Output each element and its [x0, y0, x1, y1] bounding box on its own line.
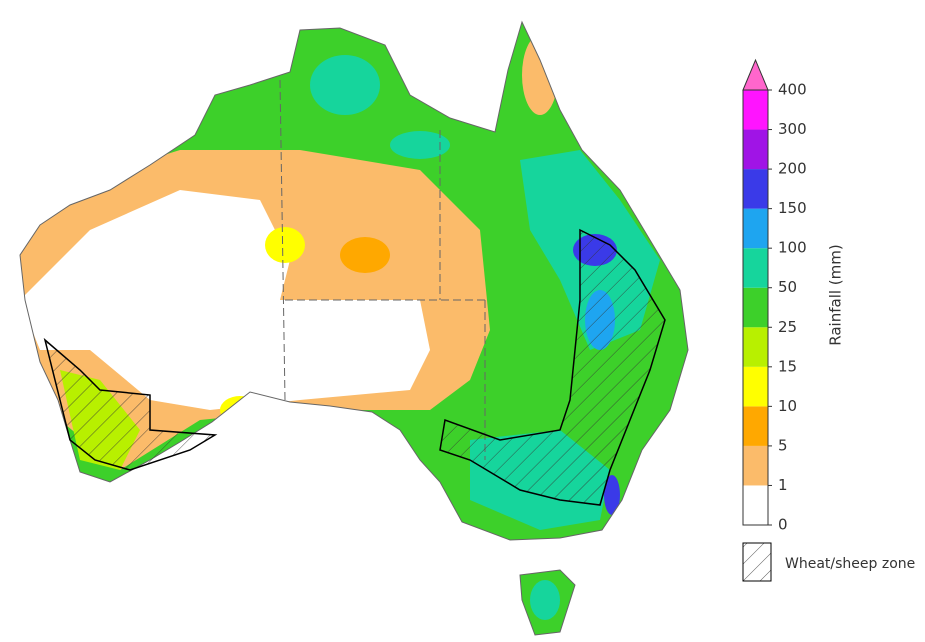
colorbar-tick-label: 1 — [778, 476, 788, 494]
colorbar-frame — [742, 89, 769, 526]
colorbar-segment — [743, 208, 768, 249]
colorbar-segment — [743, 406, 768, 446]
colorbar-segment — [743, 129, 768, 170]
colorbar-segment — [743, 485, 768, 525]
wheat-zone-east — [439, 228, 666, 506]
colorbar-segment — [743, 287, 768, 328]
wheat-zone-west — [43, 337, 218, 471]
colorbar-tick-label: 150 — [778, 199, 807, 217]
colorbar-tick-label: 0 — [778, 516, 788, 534]
zone-label: Wheat/sheep zone — [785, 556, 915, 572]
colorbar-tick-label: 400 — [778, 81, 807, 99]
colorbar-tick-label: 15 — [778, 357, 797, 375]
colorbar-segment — [743, 366, 768, 407]
colorbar-tick-label: 200 — [778, 160, 807, 178]
colorbar-tick-label: 300 — [778, 120, 807, 138]
colorbar-segment — [743, 169, 768, 209]
state-borders — [279, 79, 486, 460]
colorbar-segment — [743, 445, 768, 486]
colorbar-tick-label: 25 — [778, 318, 797, 336]
colorbar-tick-label: 100 — [778, 239, 807, 257]
colorbar-title: Rainfall (mm) — [827, 244, 845, 345]
colorbar-segment — [743, 248, 768, 288]
colorbar-tick-label: 50 — [778, 278, 797, 296]
colorbar-segment — [743, 327, 768, 367]
colorbar-segment — [743, 90, 768, 130]
colorbar-tick-label: 10 — [778, 397, 797, 415]
zone-swatch — [742, 542, 772, 582]
colorbar-overflow — [742, 58, 769, 91]
colorbar-tick-label: 5 — [778, 436, 788, 454]
